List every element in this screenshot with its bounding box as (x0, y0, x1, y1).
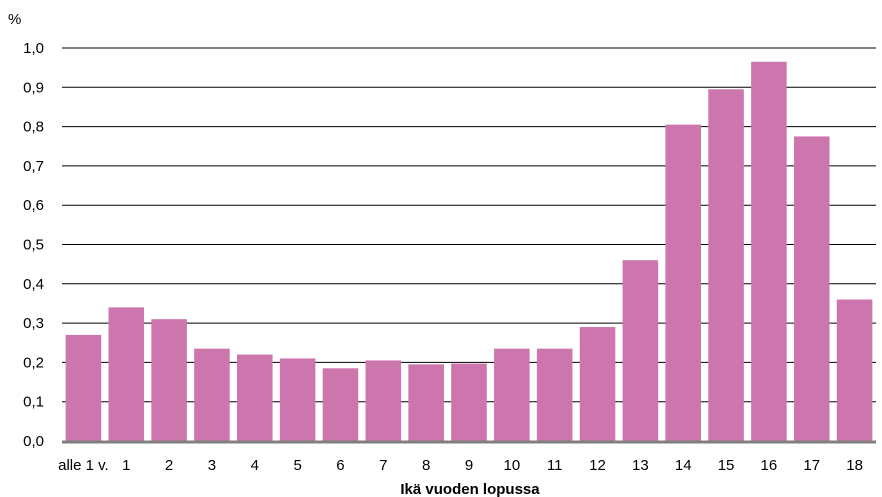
bar (494, 348, 530, 441)
y-tick-label: 0,2 (23, 354, 44, 371)
y-axis-unit-label: % (8, 11, 21, 28)
y-tick-label: 0,7 (23, 158, 44, 175)
bar (322, 368, 359, 441)
x-tick-label: 2 (165, 457, 173, 474)
x-tick-label: 6 (336, 457, 344, 474)
bar (622, 260, 659, 441)
bar (194, 348, 230, 441)
bar (793, 136, 830, 442)
x-tick-label: 11 (547, 457, 563, 474)
bars (65, 61, 873, 442)
x-tick-label: 17 (803, 457, 820, 474)
bar (836, 299, 873, 441)
bar (237, 354, 273, 441)
y-tick-label: 0,1 (23, 394, 44, 411)
bar (451, 363, 487, 441)
x-tick-label: 13 (632, 457, 649, 474)
x-tick-labels: alle 1 v. 1 2 3 4 5 6 7 8 9 10 11 12 13 14 15 16 17 18 (58, 457, 863, 474)
x-tick-label: 15 (718, 457, 735, 474)
x-tick-label: alle 1 v. (58, 457, 109, 474)
bar (665, 124, 701, 441)
y-tick-label: 0,8 (23, 119, 44, 136)
x-tick-label: 16 (761, 457, 778, 474)
x-tick-label: 18 (846, 457, 863, 474)
y-tick-label: 0,4 (23, 276, 44, 293)
y-tick-label: 0,0 (23, 433, 44, 450)
bar (279, 358, 316, 441)
y-tick-labels: 0,0 0,1 0,2 0,3 0,4 0,5 0,6 0,7 0,8 0,9 1,0 (23, 40, 44, 450)
x-tick-label: 4 (251, 457, 259, 474)
x-tick-label: 5 (293, 457, 301, 474)
bar (751, 61, 787, 441)
x-tick-label: 1 (122, 457, 130, 474)
x-tick-label: 3 (208, 457, 216, 474)
x-tick-label: 7 (379, 457, 387, 474)
y-tick-label: 0,3 (23, 315, 44, 332)
bar (108, 307, 145, 441)
x-tick-label: 12 (589, 457, 606, 474)
bar (579, 327, 616, 441)
bar (365, 360, 402, 441)
bar (151, 319, 187, 441)
x-tick-label: 14 (675, 457, 692, 474)
y-tick-label: 1,0 (23, 40, 44, 57)
x-tick-label: 10 (503, 457, 520, 474)
y-tick-label: 0,5 (23, 237, 44, 254)
x-tick-label: 9 (465, 457, 473, 474)
x-axis-label: Ikä vuoden lopussa (400, 481, 540, 497)
y-tick-label: 0,6 (23, 197, 44, 214)
bar (708, 89, 744, 441)
bar (408, 364, 444, 441)
bar (65, 334, 102, 441)
bar (536, 348, 573, 441)
y-tick-label: 0,9 (23, 79, 44, 96)
x-tick-label: 8 (422, 457, 430, 474)
